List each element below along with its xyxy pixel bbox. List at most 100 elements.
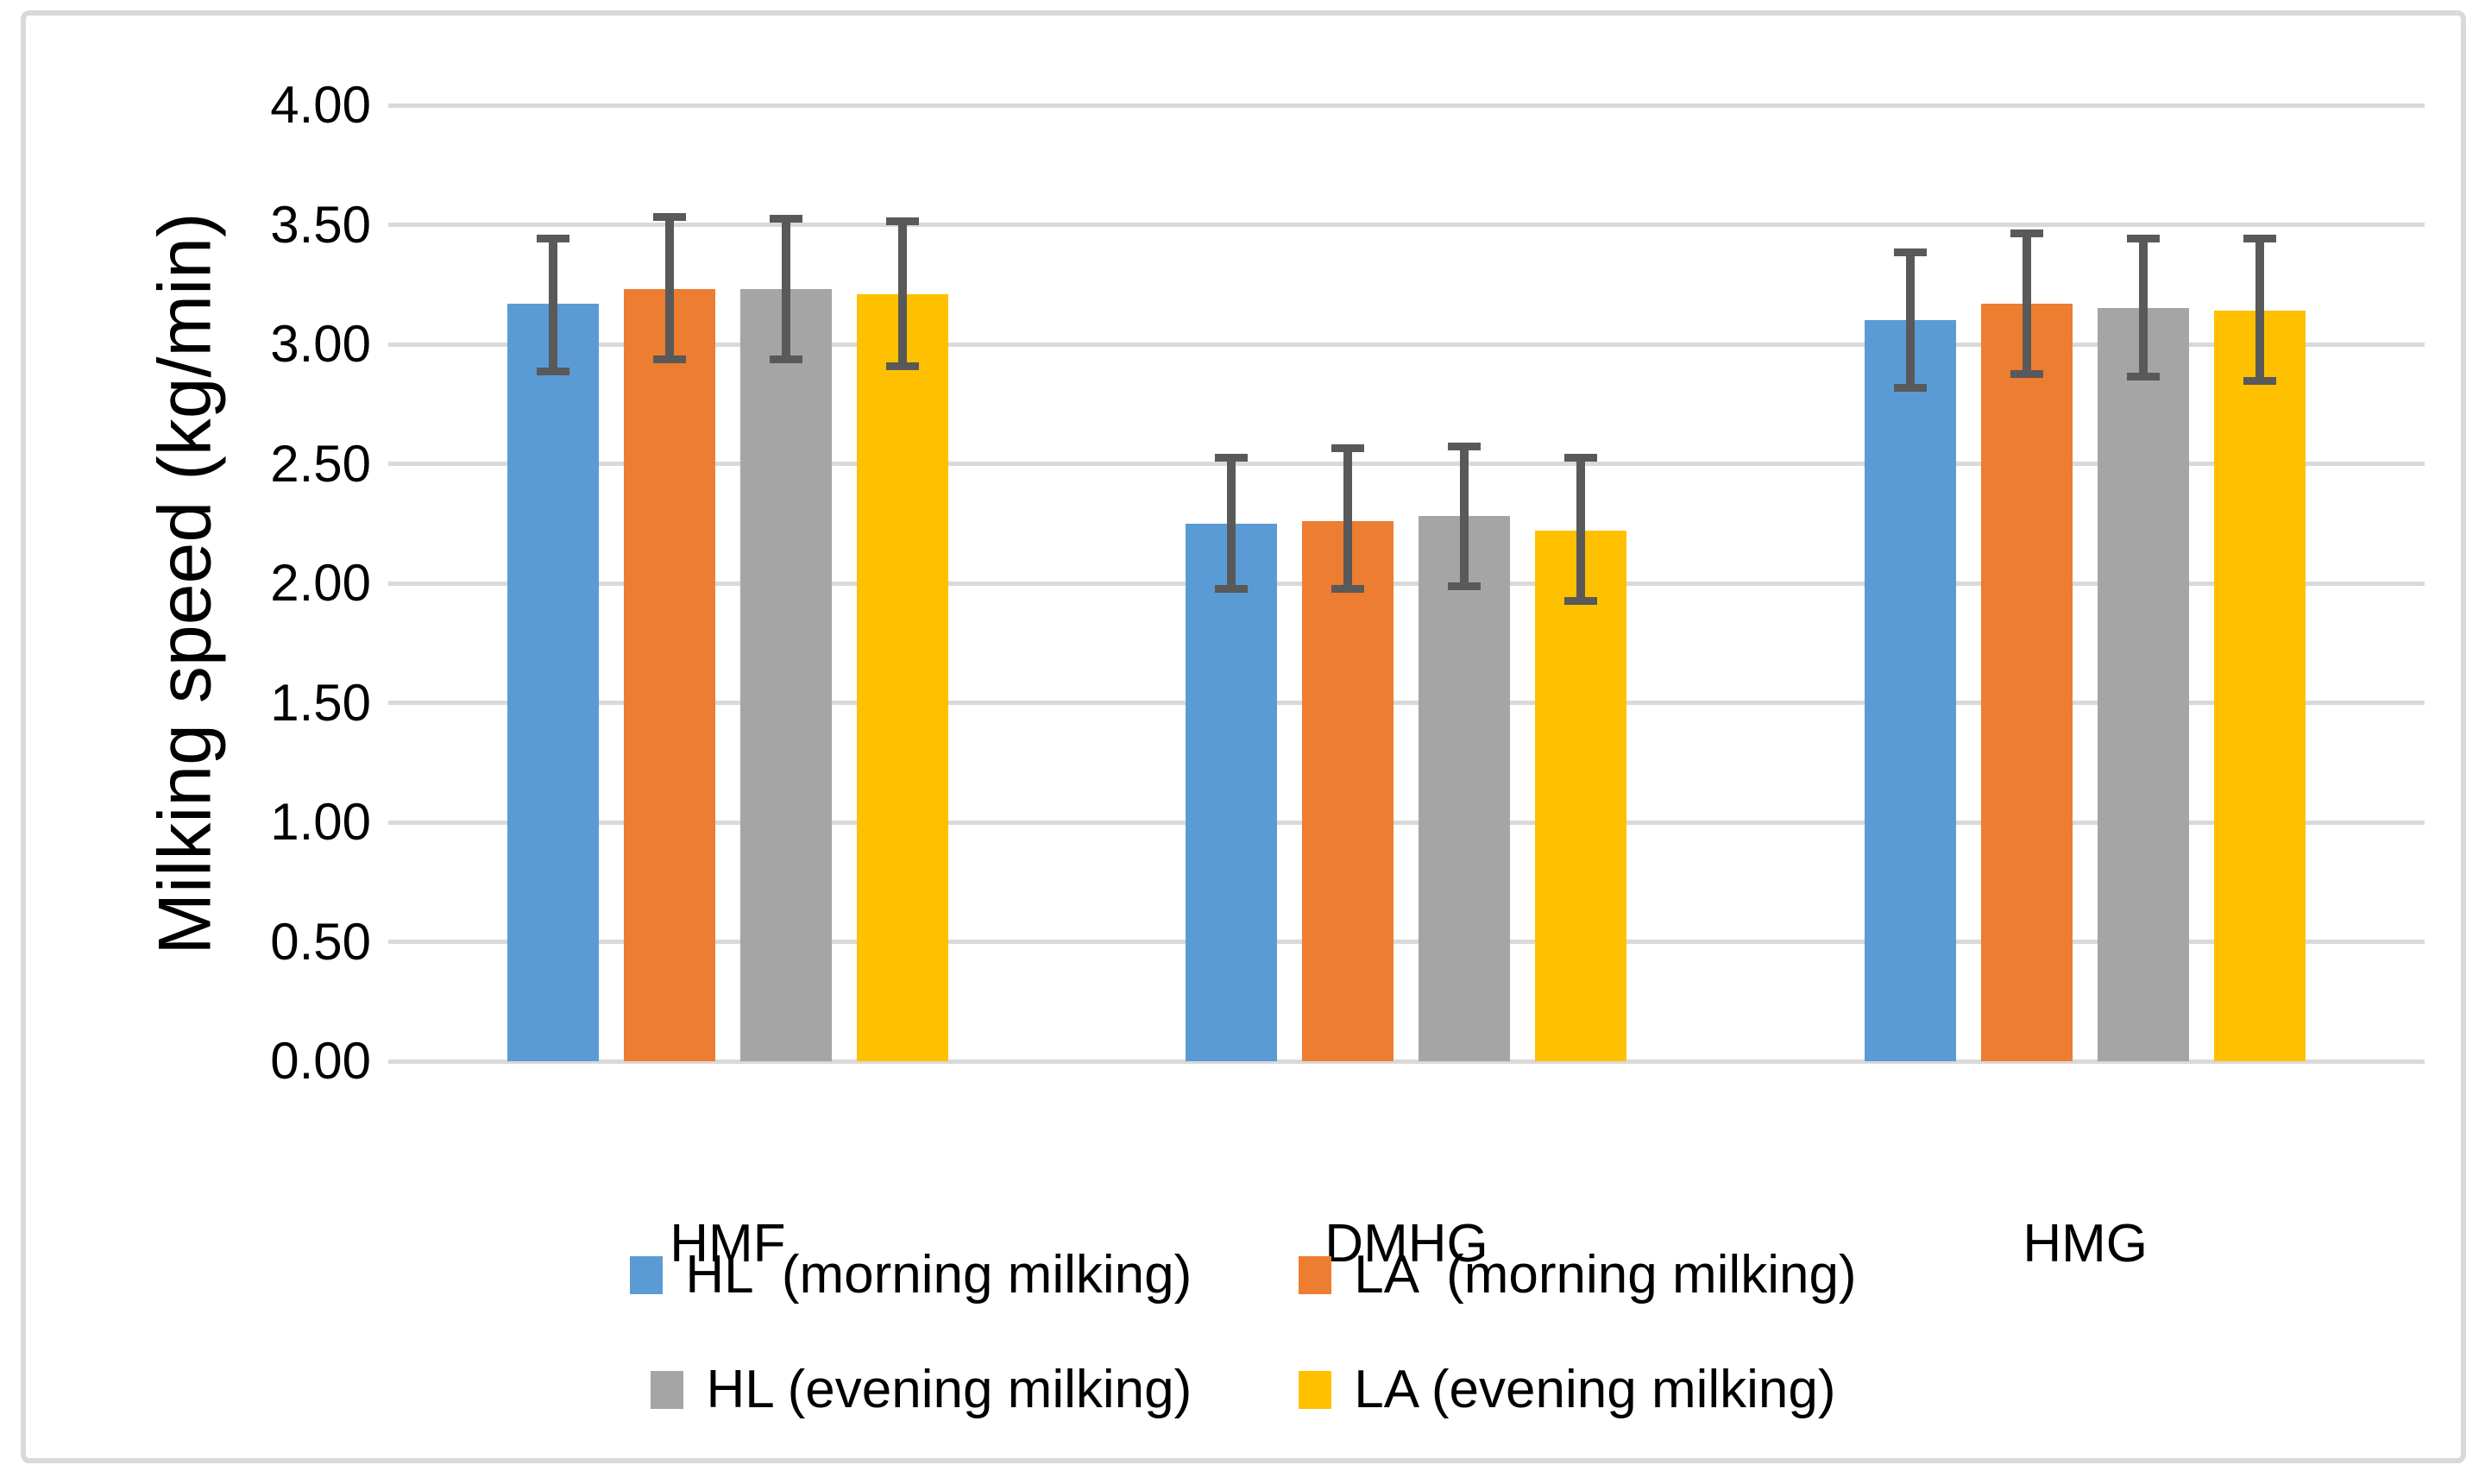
x-axis-category-labels: HMF DMHG HMG [388,1213,2425,1274]
error-bar-cap-bottom [885,362,919,371]
bar-HMF-series-3 [856,217,948,1061]
bar-group-DMHG [1067,105,1746,1061]
gridline-y-1.00 [388,820,2425,825]
error-bar-cap-bottom [2243,377,2277,386]
bar-fill [1981,303,2073,1061]
error-bar [652,212,686,364]
error-bar-cap-top [1894,248,1928,257]
legend-row-2: HL (evening milking) LA (evening milking) [651,1359,1836,1420]
error-bar-cap-bottom [1215,585,1249,594]
error-bar [769,215,802,364]
bar-HMF-series-0 [506,234,599,1061]
legend-label: HL (evening milking) [706,1360,1192,1419]
error-bar-cap-bottom [1331,585,1365,594]
legend-item-series-3: LA (evening milking) [1299,1359,1836,1420]
error-bar-stem [664,212,674,364]
bar-HMF-series-1 [623,212,715,1061]
error-bar-cap-bottom [1564,596,1598,605]
bar-DMHG-series-0 [1186,454,1278,1061]
error-bar-cap-bottom [1448,582,1482,591]
chart-frame: Milking speed (kg/min) 0.00 0.50 1.00 1.50 2… [21,10,2466,1463]
legend-label: LA (evening milking) [1354,1360,1836,1419]
error-bar-cap-top [1564,454,1598,462]
gridline-y-3.00 [388,342,2425,347]
error-bar-stem [2023,230,2032,378]
error-bar [1894,248,1928,393]
error-bar-cap-top [1448,442,1482,450]
bar-fill [739,289,832,1061]
bar-fill [623,289,715,1061]
legend-label: HL (morning milking) [685,1245,1192,1305]
error-bar-cap-top [536,234,569,242]
legend-item-series-1: LA (morning milking) [1299,1244,1857,1305]
error-bar-cap-top [2243,234,2277,242]
bar-HMG-series-2 [2098,234,2190,1061]
error-bar [2127,234,2161,380]
error-bar [536,234,569,376]
bar-fill [1865,320,1957,1061]
legend-label: LA (morning milking) [1354,1245,1857,1305]
legend-marker-icon [1299,1370,1332,1409]
bar-HMG-series-0 [1865,248,1957,1061]
bar-HMG-series-1 [1981,230,2073,1061]
bar-fill [1186,523,1278,1061]
y-tick-label-4.00: 4.00 [270,76,371,134]
error-bar-cap-top [769,215,802,223]
error-bar-stem [1227,454,1236,594]
error-bar-cap-bottom [1894,384,1928,393]
error-bar-stem [897,217,907,371]
bar-fill [506,303,599,1061]
bar-DMHG-series-1 [1302,444,1394,1061]
bar-fill [2098,308,2190,1061]
y-tick-label-2.00: 2.00 [270,554,371,612]
gridline-y-2.50 [388,462,2425,466]
legend-marker-icon [1299,1255,1332,1294]
bar-group-HMF [388,105,1067,1061]
error-bar-cap-top [652,212,686,221]
bar-fill [1302,520,1394,1061]
legend-marker-icon [651,1370,684,1409]
error-bar-stem [548,234,557,376]
bar-fill [1419,516,1511,1061]
bar-fill [1535,531,1627,1061]
error-bar [1331,444,1365,594]
error-bar-cap-bottom [652,355,686,364]
legend-item-series-0: HL (morning milking) [630,1244,1192,1305]
error-bar-cap-bottom [536,368,569,376]
bar-fill [856,293,948,1061]
plot-area [388,103,2425,1064]
error-bar [2010,230,2044,378]
error-bar-cap-top [885,217,919,226]
error-bar-stem [1460,442,1469,591]
legend-marker-icon [630,1255,664,1294]
legend-item-series-2: HL (evening milking) [651,1359,1192,1420]
error-bar-stem [2139,234,2148,380]
bar-group-HMG [1746,105,2425,1061]
gridline-y-1.50 [388,701,2425,705]
error-bar [2243,234,2277,386]
gridline-y-0.50 [388,940,2425,944]
x-category-label-DMHG: DMHG [1324,1214,1488,1273]
error-bar-cap-top [2010,230,2044,238]
error-bar-cap-bottom [769,355,802,364]
gridline-y-2.00 [388,581,2425,586]
gridline-y-4.00 [388,103,2425,108]
y-tick-label-0.00: 0.00 [270,1032,371,1090]
y-tick-label-0.50: 0.50 [270,912,371,971]
bar-HMF-series-2 [739,215,832,1061]
x-category-label-HMF: HMF [670,1214,786,1273]
error-bar-stem [2255,234,2265,386]
bar-fill [2214,311,2306,1061]
error-bar-stem [1906,248,1916,393]
error-bar-cap-top [1331,444,1365,453]
gridline-y-3.50 [388,223,2425,227]
x-category-label-HMG: HMG [2023,1214,2148,1273]
error-bar-cap-bottom [2010,369,2044,378]
error-bar-cap-top [1215,454,1249,462]
legend: HL (morning milking) LA (morning milking)… [26,1244,2461,1420]
y-tick-label-1.50: 1.50 [270,673,371,732]
gridline-y-0.00 [388,1059,2425,1064]
bar-HMG-series-3 [2214,234,2306,1061]
y-tick-label-3.50: 3.50 [270,195,371,254]
